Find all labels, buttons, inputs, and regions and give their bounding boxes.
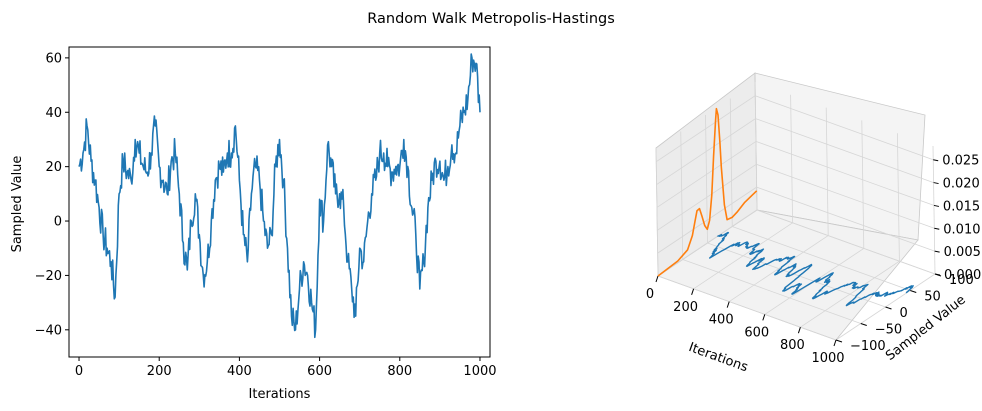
y-tick-label: −40: [35, 323, 62, 338]
grid-line: [861, 120, 865, 249]
trace-3d-line: [709, 231, 914, 307]
grid-line: [657, 186, 757, 254]
x-tick-label: 800: [387, 364, 412, 379]
trace-plot-2d: 0 200 400 600 800 1000 −40 −20 0 20 40 60 Iteratio…: [10, 46, 497, 402]
figure-suptitle: Random Walk Metropolis-Hastings: [367, 11, 615, 27]
z-tick-mark: [933, 204, 940, 207]
grid-line: [655, 147, 659, 277]
x-tick-label: 400: [227, 364, 252, 379]
z-tick-label: 0.015: [943, 199, 980, 214]
grid-line: [755, 141, 935, 206]
x-tick-label: 0: [75, 364, 83, 379]
z-tick-mark: [934, 227, 940, 230]
z-tick-label: 0.025: [942, 154, 979, 169]
trace-3d-y-ticks: −100−50 0 50 100: [835, 273, 974, 354]
trace-plot-x-ticks: 0 200 400 600 800 1000: [75, 357, 497, 379]
y-tick-mark: [860, 323, 867, 326]
grid-line: [657, 275, 837, 341]
y-tick-label: 0: [900, 306, 908, 321]
grid-line: [897, 133, 900, 262]
x-tick-mark: [762, 314, 766, 321]
grid-line: [732, 226, 911, 291]
x-tick-mark: [691, 288, 695, 295]
y-tick-label: −50: [875, 323, 902, 338]
x-tick-mark: [655, 275, 659, 283]
grid-line: [682, 259, 861, 324]
x-tick-label: 800: [780, 338, 805, 353]
x-tick-mark: [797, 327, 801, 334]
x-tick-mark: [726, 301, 730, 308]
z-tick-label: 0.005: [944, 245, 981, 260]
z-tick-mark: [933, 182, 939, 185]
grid-line: [729, 98, 733, 227]
grid-line: [756, 163, 935, 229]
y-tick-label: 50: [924, 290, 941, 305]
trace-3d-xlabel: Iterations: [687, 340, 751, 375]
grid-line: [755, 95, 934, 161]
x-tick-label: 200: [147, 364, 172, 379]
y-tick-mark: [835, 339, 843, 343]
x-tick-label: 200: [673, 300, 698, 315]
trace-3d-x-ticks: 0 200 400 600 800 1000: [646, 275, 845, 366]
trace-plot-frame: [68, 46, 491, 358]
density-curve: [657, 107, 758, 277]
grid-line: [657, 163, 757, 231]
grid-line: [680, 131, 684, 260]
grid-line: [656, 141, 757, 208]
z-tick-mark: [934, 273, 941, 276]
x-tick-label: 600: [307, 364, 332, 379]
z-tick-mark: [933, 159, 939, 162]
trace-3d-z-ticks: 0.000 0.005 0.010 0.015 0.020 0.025: [933, 154, 981, 283]
trace-plot-ylabel: Sampled Value: [10, 156, 25, 253]
trace-line: [78, 53, 481, 339]
grid-line: [756, 186, 935, 252]
x-tick-label: 600: [744, 325, 769, 340]
y-tick-label: 60: [45, 51, 62, 66]
grid-line: [754, 81, 758, 211]
grid-line: [655, 95, 756, 163]
z-tick-label: 0.020: [943, 177, 980, 192]
x-tick-mark: [833, 339, 837, 347]
grid-line: [825, 107, 829, 236]
grid-line: [755, 118, 934, 183]
grid-line: [657, 209, 758, 277]
grid-line: [705, 114, 708, 244]
grid-line: [932, 145, 936, 275]
y-tick-mark: [885, 306, 892, 310]
trace-plot-xlabel: Iterations: [249, 387, 311, 402]
y-tick-label: 0: [54, 215, 62, 230]
x-tick-label: 400: [709, 313, 734, 328]
trace-3d-gridlines: [655, 81, 936, 341]
x-tick-label: 0: [646, 287, 654, 302]
trace-plot-y-ticks: −40 −20 0 20 40 60: [35, 51, 69, 338]
y-tick-mark: [910, 290, 917, 293]
y-tick-label: 20: [45, 160, 62, 175]
y-tick-label: −100: [850, 339, 886, 354]
grid-line: [756, 209, 936, 275]
x-tick-label: 1000: [463, 364, 496, 379]
y-tick-label: 100: [949, 273, 974, 288]
grid-line: [656, 118, 756, 185]
z-tick-mark: [934, 250, 940, 253]
y-tick-label: −20: [35, 269, 62, 284]
z-tick-label: 0.010: [943, 222, 980, 237]
z-tick-label: 0.000: [944, 268, 981, 283]
x-tick-label: 1000: [811, 351, 844, 366]
grid-line: [790, 94, 793, 223]
y-tick-label: 40: [45, 106, 62, 121]
